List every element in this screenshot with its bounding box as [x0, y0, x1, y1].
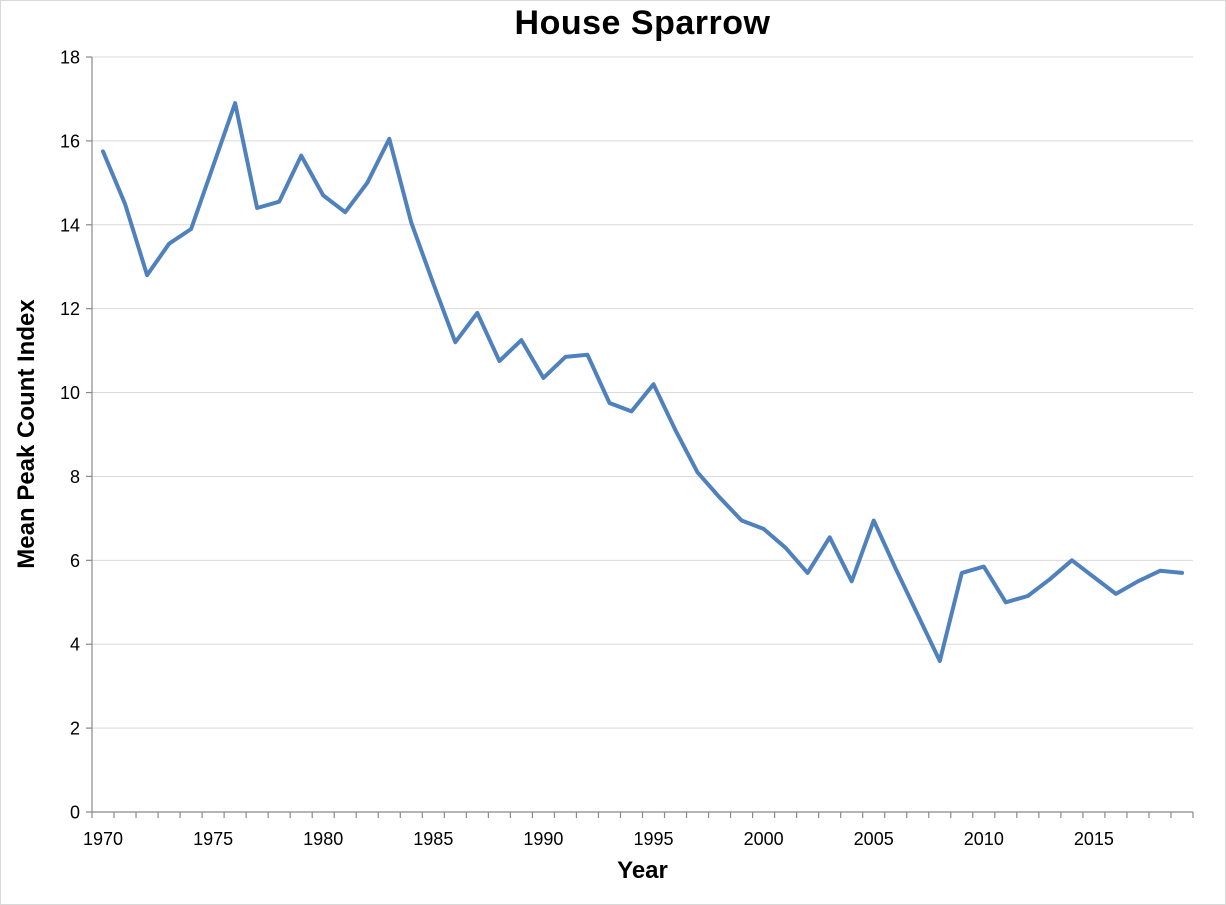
y-tick-label: 2 [70, 719, 80, 739]
x-tick-label: 1980 [303, 829, 343, 849]
x-tick-label: 1970 [83, 829, 123, 849]
x-tick-label: 2000 [744, 829, 784, 849]
y-tick-label: 16 [60, 131, 80, 151]
y-tick-label: 10 [60, 383, 80, 403]
y-tick-label: 8 [70, 467, 80, 487]
series-line-house-sparrow [101, 101, 1184, 663]
x-tick-label: 1995 [633, 829, 673, 849]
x-tick-label: 1985 [413, 829, 453, 849]
x-tick-label: 1990 [523, 829, 563, 849]
y-tick-label: 14 [60, 215, 80, 235]
x-tick-label: 2015 [1074, 829, 1114, 849]
y-axis-title: Mean Peak Count Index [13, 299, 40, 569]
x-tick-label: 2010 [964, 829, 1004, 849]
y-tick-label: 18 [60, 48, 80, 68]
x-tick-label: 1975 [193, 829, 233, 849]
x-tick-label: 2005 [854, 829, 894, 849]
y-tick-label: 6 [70, 551, 80, 571]
y-tick-label: 4 [70, 635, 80, 655]
chart-title: House Sparrow [514, 4, 771, 42]
y-tick-label: 0 [70, 803, 80, 823]
x-axis-title: Year [617, 857, 668, 884]
y-tick-label: 12 [60, 299, 80, 319]
